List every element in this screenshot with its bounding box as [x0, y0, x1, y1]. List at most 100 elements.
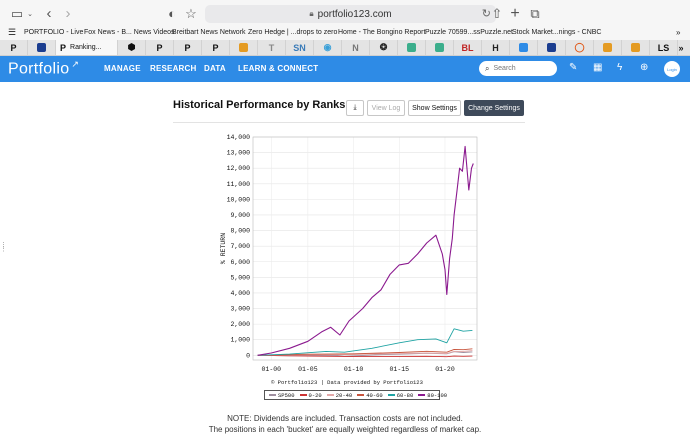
browser-tab[interactable]: SN — [286, 40, 314, 55]
browser-tab[interactable] — [622, 40, 650, 55]
browser-toolbar: ▭ ⌄ ‹ › ◐ ☆ 🔒︎ portfolio123.com ↻ ⇧ + ⧉ — [0, 0, 690, 27]
browser-tab[interactable]: P — [202, 40, 230, 55]
legend-label: SP500 — [278, 391, 295, 399]
y-tick-label: 2,000 — [230, 321, 250, 328]
legend-item[interactable]: 60-80 — [387, 392, 413, 399]
bookmark-item[interactable]: Puzzle 70599...ssPuzzle.net — [425, 29, 513, 36]
y-tick-label: 3,000 — [230, 306, 250, 313]
y-axis-label: % RETURN — [220, 233, 227, 264]
share-icon[interactable]: ⇧ — [491, 5, 503, 21]
new-tab-icon[interactable]: + — [510, 4, 520, 22]
tab-strip: P P Ranking... ⬢ P P P T SN ◉ N ❂ BL H ◯ LS» — [0, 40, 690, 56]
legend-item[interactable]: 20-40 — [326, 391, 353, 399]
tab-favicon-icon: P — [156, 42, 163, 53]
view-log-button[interactable]: View Log — [367, 100, 405, 116]
browser-tab[interactable] — [398, 40, 426, 55]
performance-chart: 0 1,000 2,000 3,000 4,000 5,000 6,000 7,000 8,00… — [215, 127, 480, 407]
chevron-down-icon[interactable]: ⌄ — [27, 10, 33, 18]
tab-favicon-icon: H — [492, 42, 499, 53]
forward-icon[interactable]: › — [65, 5, 71, 22]
x-tick-label: 01-10 — [344, 366, 364, 373]
shield-icon[interactable]: ◐ — [168, 6, 176, 21]
sidebar-toggle-icon[interactable]: ▭ — [10, 5, 24, 21]
y-tick-label: 1,000 — [230, 337, 250, 344]
change-settings-button[interactable]: Change Settings — [464, 100, 524, 116]
browser-tab[interactable]: P — [0, 40, 28, 55]
logo-text: Portfolio — [8, 60, 70, 78]
tab-favicon-icon: SN — [293, 42, 306, 53]
more-bookmarks-icon[interactable]: » — [676, 28, 681, 37]
browser-tab[interactable] — [594, 40, 622, 55]
legend-swatch — [418, 394, 426, 396]
tab-active[interactable]: P Ranking... — [56, 40, 118, 55]
reading-list-icon[interactable]: ☰ — [8, 27, 17, 37]
browser-tab[interactable]: ◯ — [566, 40, 594, 55]
tab-favicon-icon — [603, 43, 612, 52]
bookmark-item[interactable]: Breitbart News Network — [172, 29, 246, 36]
tab-favicon-icon: P — [212, 42, 219, 53]
series-line-60-80 — [257, 328, 473, 356]
y-tick-label: 12,000 — [227, 165, 251, 172]
pin-icon[interactable]: ✎ — [569, 62, 578, 73]
y-tick-label: 7,000 — [230, 243, 250, 250]
nav-learn-connect[interactable]: LEARN & CONNECT — [238, 64, 319, 73]
tab-favicon-icon — [631, 43, 640, 52]
globe-icon[interactable]: ⊕ — [640, 62, 649, 73]
grid-icon[interactable]: ▦ — [593, 62, 603, 73]
resize-grip-icon[interactable]: ⋮ ⋮ — [0, 242, 7, 253]
browser-tab[interactable] — [426, 40, 454, 55]
reload-icon[interactable]: ↻ — [481, 8, 491, 20]
bookmark-star-icon[interactable]: ☆ — [185, 5, 197, 21]
legend-swatch — [299, 394, 307, 396]
browser-tab[interactable]: T — [258, 40, 286, 55]
legend-label: 20-40 — [335, 391, 353, 399]
legend-item[interactable]: 40-60 — [357, 392, 383, 399]
bookmark-item[interactable]: PORTFOLIO - Live — [24, 29, 84, 36]
y-tick-label: 13,000 — [227, 150, 251, 157]
browser-tab[interactable] — [230, 40, 258, 55]
browser-tab[interactable]: P — [146, 40, 174, 55]
browser-tab[interactable] — [510, 40, 538, 55]
legend-item[interactable]: 80-100 — [418, 392, 447, 399]
legend-item[interactable]: SP500 — [269, 392, 295, 399]
download-button[interactable]: ⤓ — [346, 100, 364, 116]
nav-manage[interactable]: MANAGE — [104, 64, 141, 73]
tab-favicon-icon: P — [60, 42, 67, 53]
browser-tab[interactable]: P — [174, 40, 202, 55]
more-tabs-icon[interactable]: » — [678, 42, 684, 53]
legend-item[interactable]: 0-20 — [299, 392, 322, 399]
series-line-SP500 — [257, 351, 473, 357]
nav-research[interactable]: RESEARCH — [150, 64, 197, 73]
y-tick-label: 6,000 — [230, 259, 250, 266]
browser-tab[interactable]: BL — [454, 40, 482, 55]
browser-tab[interactable]: ◉ — [314, 40, 342, 55]
tab-favicon-icon — [519, 43, 528, 52]
nav-data[interactable]: DATA — [204, 64, 226, 73]
portfolio123-logo[interactable]: Portfolio ↗ — [8, 59, 79, 78]
bookmark-item[interactable]: Home - The Bongino Report — [338, 29, 426, 36]
back-icon[interactable]: ‹ — [46, 5, 52, 22]
search-box[interactable]: ⌕ Search — [479, 61, 557, 76]
browser-tab[interactable]: ⬢ — [118, 40, 146, 55]
browser-tab[interactable] — [28, 40, 56, 55]
address-bar[interactable]: 🔒︎ portfolio123.com ↻ — [205, 5, 496, 23]
bookmark-item[interactable]: Stock Market...nings - CNBC — [512, 29, 602, 36]
browser-tab[interactable]: ❂ — [370, 40, 398, 55]
browser-tab[interactable]: LS — [650, 40, 678, 55]
browser-tab[interactable]: N — [342, 40, 370, 55]
bookmark-item[interactable]: Zero Hedge | ...drops to zero — [248, 29, 338, 36]
browser-tab[interactable]: H — [482, 40, 510, 55]
show-settings-button[interactable]: Show Settings — [408, 100, 461, 116]
bookmark-item[interactable]: Fox News - B... News Videos — [84, 29, 175, 36]
search-input[interactable]: Search — [493, 65, 516, 72]
browser-tab[interactable] — [538, 40, 566, 55]
plot-area — [252, 136, 478, 361]
series-line-0-20 — [257, 354, 473, 358]
y-tick-label: 5,000 — [230, 274, 250, 281]
x-tick-label: 01-00 — [262, 366, 282, 373]
bolt-icon[interactable]: ϟ — [617, 62, 623, 73]
chart-legend: SP500 0-20 20-40 40-60 60-80 80-100 — [264, 390, 447, 400]
tab-overview-icon[interactable]: ⧉ — [530, 5, 540, 21]
note-line-1: NOTE: Dividends are included. Transactio… — [227, 414, 463, 423]
avatar[interactable]: Login — [664, 61, 680, 77]
